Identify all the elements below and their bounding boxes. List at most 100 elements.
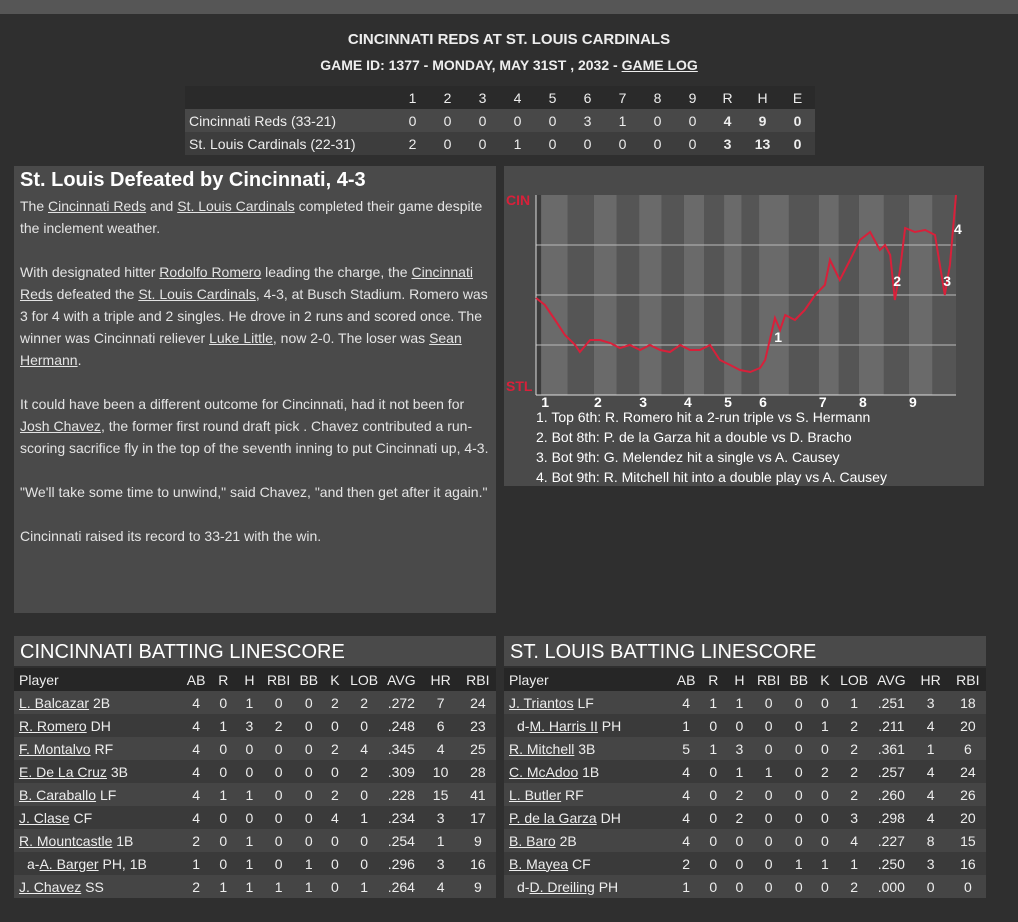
header-cell: BB <box>299 671 319 688</box>
text: and <box>146 198 178 214</box>
player-link[interactable]: J. Triantos <box>509 694 574 711</box>
stat-cell: 8 <box>926 832 935 849</box>
player-cell: J. Clase CF <box>14 806 182 829</box>
stat-cell: 5 <box>682 740 691 757</box>
stat-cell: 0 <box>331 855 339 872</box>
stat-cell: 1 <box>360 809 369 826</box>
stat-cell: 2 <box>331 786 339 803</box>
player-link[interactable]: J. Clase <box>19 809 70 826</box>
player-link[interactable]: R. Romero <box>19 717 87 734</box>
event-marker: 4 <box>954 221 962 237</box>
stat-cell: 0 <box>764 878 773 895</box>
text: , now 2-0. The loser was <box>272 330 430 346</box>
player-link[interactable]: L. Balcazar <box>19 694 90 711</box>
stat-cell: 0 <box>764 809 773 826</box>
player-row: a-A. Barger PH, 1B 1 0 1 0 1 0 0.296 3 16 <box>14 852 496 875</box>
stat-cell: 0 <box>735 717 744 734</box>
player-link[interactable]: B. Caraballo <box>19 786 97 803</box>
link[interactable]: Cincinnati Reds <box>20 264 473 302</box>
stat-cell: 2 <box>850 717 859 734</box>
stat-cell: 1 <box>850 694 859 711</box>
stat-cell: 24 <box>470 694 486 711</box>
position: 1B <box>582 763 600 780</box>
stat-cell: 4 <box>926 763 935 780</box>
stat-cell: 1 <box>735 763 744 780</box>
player-link[interactable]: R. Mountcastle <box>19 832 113 849</box>
stat-cell: 0 <box>274 855 283 872</box>
player-cell: B. Baro 2B <box>504 829 672 852</box>
player-link[interactable]: F. Montalvo <box>19 740 91 757</box>
stat-cell: 0 <box>219 832 228 849</box>
stat-cell: 0 <box>821 832 829 849</box>
header-cell: Player <box>509 671 549 688</box>
stat-cell: 0 <box>764 694 773 711</box>
stat-cell: 23 <box>470 717 486 734</box>
player-cell: C. McAdoo 1B <box>504 760 672 783</box>
stat-cell: 25 <box>470 740 486 757</box>
stat-cell: 9 <box>473 878 482 895</box>
stat-cell: .234 <box>387 809 415 826</box>
link[interactable]: Rodolfo Romero <box>159 264 262 280</box>
player-link[interactable]: A. Barger <box>39 855 99 872</box>
stat-cell: 0 <box>735 855 744 872</box>
x-tick-label: 5 <box>724 394 732 410</box>
text: "We'll take some time to unwind," said C… <box>20 484 488 500</box>
game-log-link[interactable]: GAME LOG <box>621 57 698 73</box>
score-cell: 0 <box>688 135 697 152</box>
player-row: B. Caraballo LF 4 1 1 0 0 2 0.228 15 41 <box>14 783 496 806</box>
link[interactable]: Josh Chavez <box>20 418 101 434</box>
score-cell: 1 <box>618 112 627 129</box>
stat-cell: 1 <box>735 694 744 711</box>
stat-cell: .251 <box>877 694 905 711</box>
player-link[interactable]: D. Dreiling <box>529 878 595 895</box>
text: completed their game despite the incleme… <box>20 198 483 236</box>
player-link[interactable]: P. de la Garza <box>509 809 597 826</box>
player-link[interactable]: R. Mitchell <box>509 740 575 757</box>
player-row: P. de la Garza DH 4 0 2 0 0 0 3.298 4 20 <box>504 806 986 829</box>
link[interactable]: St. Louis Cardinals <box>138 286 256 302</box>
link[interactable]: Luke Little <box>209 330 273 346</box>
link[interactable]: Sean Hermann <box>20 330 462 368</box>
stat-cell: 0 <box>219 809 228 826</box>
header-cell: 6 <box>583 89 592 106</box>
link[interactable]: St. Louis Cardinals <box>177 198 295 214</box>
player-row: F. Montalvo RF 4 0 0 0 0 2 4.345 4 25 <box>14 737 496 760</box>
stat-cell: 6 <box>963 740 972 757</box>
stat-cell: 4 <box>926 717 935 734</box>
player-row: R. Mitchell 3B 5 1 3 0 0 0 2.361 1 6 <box>504 737 986 760</box>
stat-cell: 0 <box>274 786 283 803</box>
text: The <box>20 198 49 214</box>
position: PH <box>601 717 622 734</box>
score-cell: 9 <box>758 112 767 129</box>
linescore-header: 1 2 3 4 5 6 7 8 9 R H E <box>185 86 815 109</box>
stat-cell: 0 <box>794 717 803 734</box>
player-link[interactable]: B. Baro <box>509 832 556 849</box>
player-link[interactable]: J. Chavez <box>19 878 82 895</box>
stat-cell: 17 <box>470 809 486 826</box>
header-cell: 1 <box>408 89 417 106</box>
stat-cell: 0 <box>245 763 254 780</box>
position: LF <box>99 786 117 803</box>
stat-cell: 0 <box>764 855 773 872</box>
position: RF <box>565 786 584 803</box>
stat-cell: .254 <box>387 832 415 849</box>
stat-cell: .228 <box>387 786 415 803</box>
x-tick-label: 7 <box>819 394 827 410</box>
subtitle: GAME ID: 1377 - MONDAY, MAY 31ST , 2032 … <box>0 52 1018 78</box>
position: 3B <box>110 763 128 780</box>
stat-cell: 0 <box>794 878 803 895</box>
stat-cell: 9 <box>473 832 482 849</box>
stat-cell: 20 <box>960 717 976 734</box>
stat-cell: 1 <box>821 717 829 734</box>
link[interactable]: Cincinnati Reds <box>48 198 147 214</box>
player-link[interactable]: B. Mayea <box>509 855 569 872</box>
player-link[interactable]: C. McAdoo <box>509 763 579 780</box>
player-link[interactable]: M. Harris II <box>529 717 598 734</box>
stat-cell: 2 <box>331 694 339 711</box>
stat-cell: 4 <box>192 717 201 734</box>
player-link[interactable]: L. Butler <box>509 786 562 803</box>
header-cell: AB <box>186 671 206 688</box>
stat-cell: 10 <box>432 763 449 780</box>
player-link[interactable]: E. De La Cruz <box>19 763 107 780</box>
stat-cell: 0 <box>709 878 718 895</box>
